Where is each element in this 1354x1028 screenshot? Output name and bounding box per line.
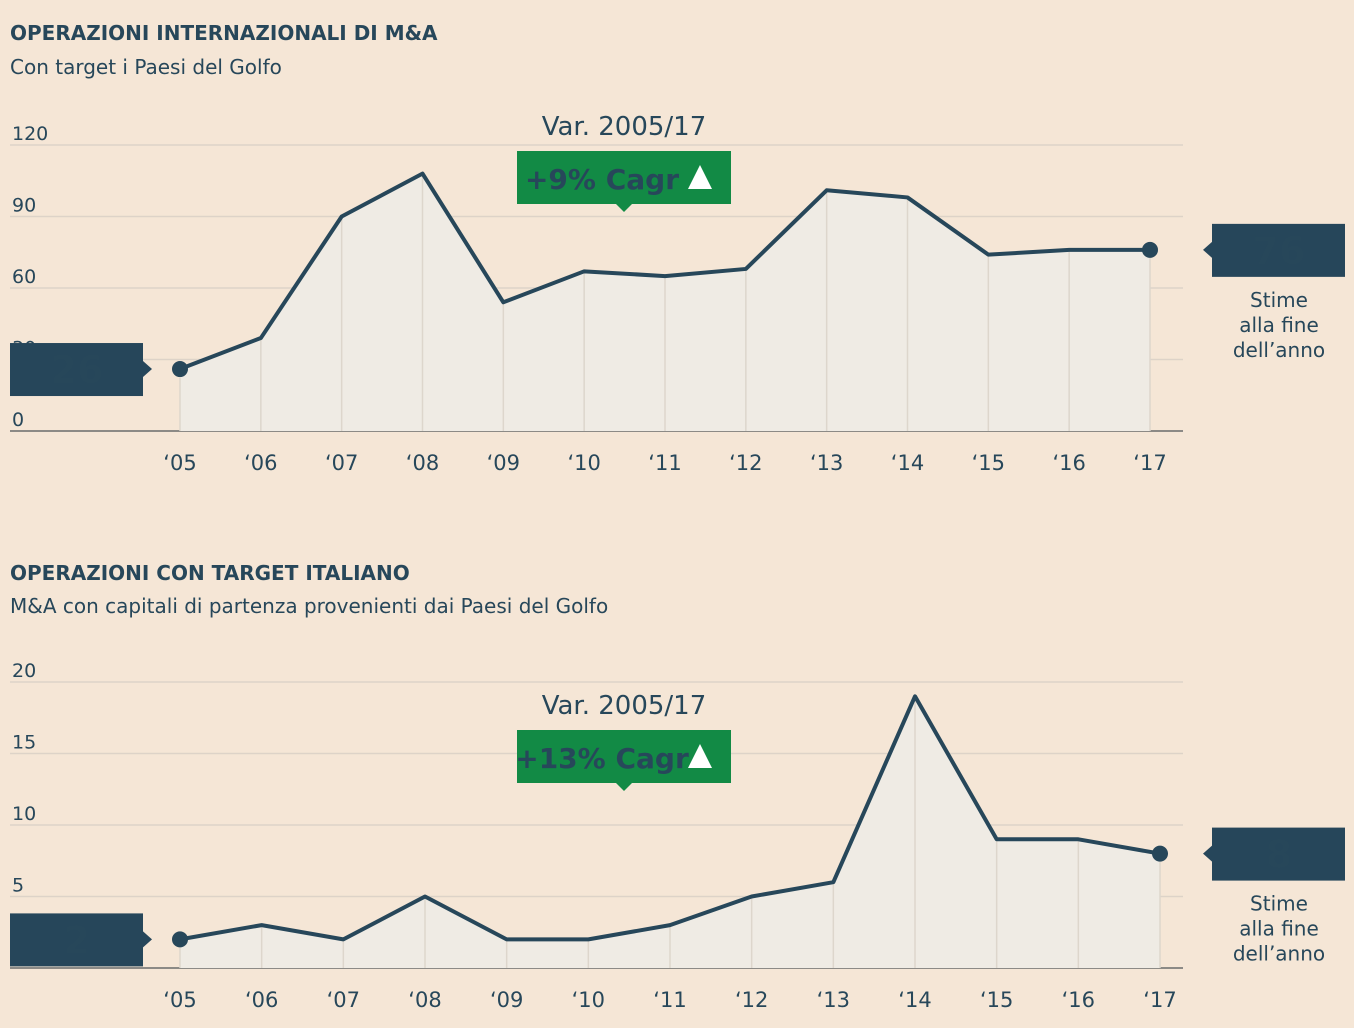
x-tick-label: ‘08: [408, 988, 441, 1012]
note: Stime: [1250, 892, 1308, 916]
note: dell’anno: [1233, 942, 1325, 966]
annotation: Var. 2005/17: [542, 691, 707, 721]
end-point: [172, 931, 188, 948]
x-tick-label: ‘17: [1143, 988, 1176, 1012]
x-tick-label: ‘16: [1062, 988, 1095, 1012]
badge-arrow: [688, 744, 712, 768]
badge-text: +13% Cagr: [515, 742, 689, 775]
badge-arrow: [688, 165, 712, 189]
end-point: [1142, 241, 1158, 258]
line: [179, 171, 1150, 371]
y-tick-label: 10: [12, 803, 36, 825]
x-tick-label: ‘08: [406, 451, 439, 475]
end-label: 76: [1253, 229, 1306, 273]
x-tick-label: ‘05: [163, 451, 196, 475]
x-tick-label: ‘15: [972, 451, 1005, 475]
x-tick-label: ‘13: [817, 988, 850, 1012]
x-tick-label: ‘15: [980, 988, 1013, 1012]
y-tick-label: 20: [12, 660, 36, 682]
start-label: 2: [64, 918, 90, 962]
x-tick-label: ‘17: [1133, 451, 1166, 475]
y-tick-label: 60: [12, 266, 36, 288]
end-point: [1152, 845, 1168, 862]
chart-subtitle: M&A con capitali di partenza provenienti…: [10, 594, 608, 618]
x-tick-label: ‘13: [810, 451, 843, 475]
chart-title: OPERAZIONI CON TARGET ITALIANO: [10, 561, 410, 585]
start-label-box: [10, 913, 143, 967]
x-tick-label: ‘11: [648, 451, 681, 475]
x-tick-label: ‘09: [487, 451, 520, 475]
chart-subtitle: Con target i Paesi del Golfo: [10, 55, 282, 79]
y-tick-label: 90: [12, 195, 36, 217]
end-label-pointer: [1203, 241, 1212, 258]
start-label-pointer: [143, 361, 152, 378]
end-label-box: [1212, 223, 1345, 277]
x-tick-label: ‘12: [735, 988, 768, 1012]
x-tick-label: ‘07: [327, 988, 360, 1012]
end-point: [172, 361, 188, 378]
annotation: Var. 2005/17: [542, 112, 707, 142]
x-tick-label: ‘10: [567, 451, 600, 475]
end-label-pointer: [1203, 845, 1212, 862]
note: alla fine: [1239, 917, 1319, 941]
note: alla fine: [1239, 313, 1319, 337]
y-tick-label: 120: [12, 123, 48, 145]
x-tick-label: ‘06: [245, 988, 278, 1012]
start-label-box: [10, 343, 143, 397]
note: Stime: [1250, 288, 1308, 312]
y-tick-label: 15: [12, 732, 36, 754]
line: [179, 694, 1161, 942]
x-tick-label: ‘06: [244, 451, 277, 475]
chart-title: OPERAZIONI INTERNAZIONALI DI M&A: [10, 21, 438, 45]
x-tick-label: ‘14: [898, 988, 931, 1012]
badge-text: +9% Cagr: [525, 163, 679, 196]
end-label-box: [1212, 827, 1345, 881]
x-tick-label: ‘11: [653, 988, 686, 1012]
end-label: 8: [1266, 833, 1292, 877]
note: dell’anno: [1233, 338, 1325, 362]
x-tick-label: ‘14: [891, 451, 924, 475]
badge-pointer: [616, 783, 632, 791]
start-label: 26: [51, 348, 104, 392]
y-tick-label: 0: [12, 409, 24, 431]
x-tick-label: ‘05: [163, 988, 196, 1012]
badge-pointer: [616, 204, 632, 212]
y-tick-label: 5: [12, 875, 24, 897]
x-tick-label: ‘10: [572, 988, 605, 1012]
x-tick-label: ‘09: [490, 988, 523, 1012]
x-tick-label: ‘12: [729, 451, 762, 475]
x-tick-label: ‘16: [1052, 451, 1085, 475]
x-tick-label: ‘07: [325, 451, 358, 475]
start-label-pointer: [143, 931, 152, 948]
